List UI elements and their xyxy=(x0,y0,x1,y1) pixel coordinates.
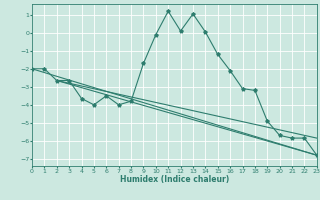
X-axis label: Humidex (Indice chaleur): Humidex (Indice chaleur) xyxy=(120,175,229,184)
